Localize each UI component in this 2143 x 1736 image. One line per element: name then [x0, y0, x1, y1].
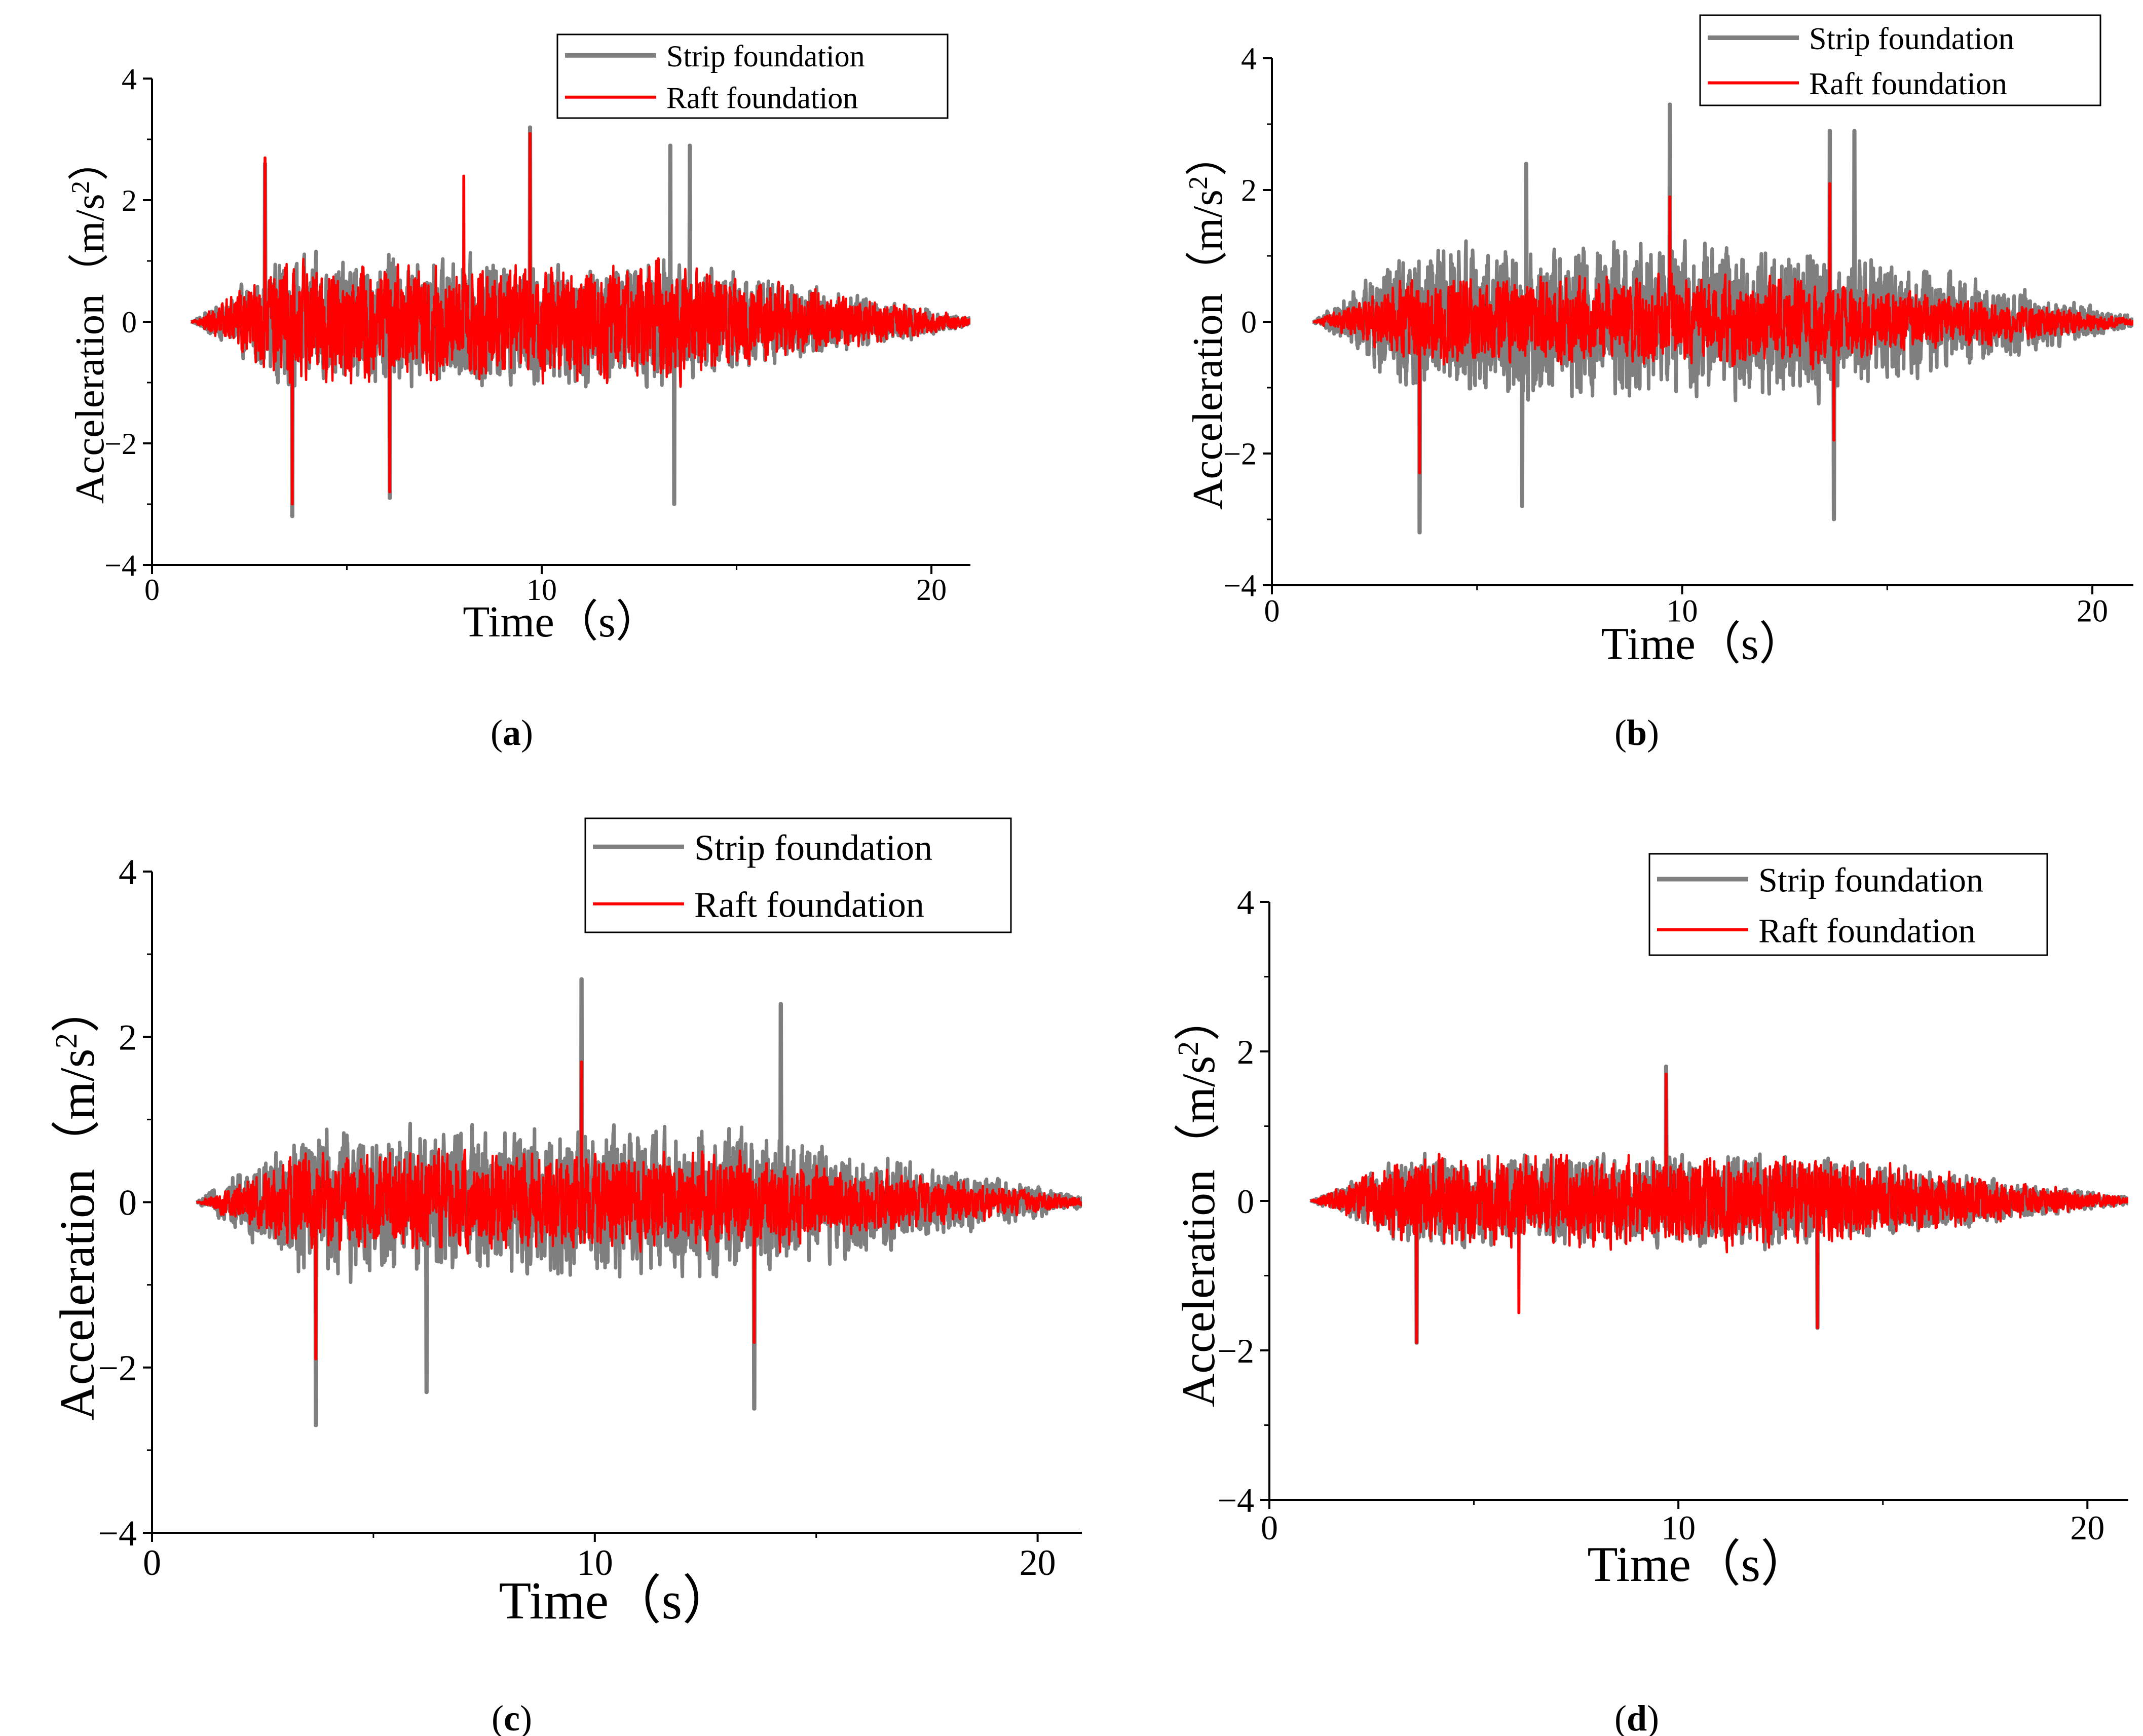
x-tick-label: 20 — [2070, 1508, 2104, 1547]
x-axis-label: Time（s） — [1601, 619, 1804, 669]
x-tick-label: 10 — [527, 573, 557, 607]
y-tick-label: 2 — [1241, 174, 1257, 208]
legend-box — [1699, 14, 2101, 106]
legend: Strip foundation Raft foundation — [1699, 14, 2101, 106]
y-tick-label: 2 — [122, 184, 137, 217]
y-tick-label: 4 — [1241, 42, 1257, 77]
x-axis-label: Time（s） — [499, 1571, 735, 1630]
legend-label-raft: Raft foundation — [666, 81, 858, 115]
y-tick-label: 2 — [1237, 1033, 1254, 1071]
y-tick-label: −4 — [1223, 569, 1257, 603]
y-tick-label: 0 — [1241, 306, 1257, 340]
series-raft-line — [1312, 182, 2133, 475]
legend: Strip foundation Raft foundation — [1648, 853, 2048, 956]
y-tick-label: 4 — [119, 852, 137, 892]
x-tick-label: 10 — [1661, 1508, 1696, 1547]
panel-caption: (d) — [1614, 1698, 1659, 1736]
y-tick-label: 2 — [119, 1017, 137, 1058]
x-tick-label: 0 — [143, 1542, 161, 1583]
chart-panel-b: −4 −2 0 2 4 0 10 20 Time（s） Acceleration（m/s2） Str… — [1184, 14, 2133, 753]
x-tick-label: 0 — [1264, 594, 1280, 628]
legend-label-strip: Strip foundation — [1758, 860, 1983, 899]
legend-label-strip: Strip foundation — [666, 40, 865, 73]
x-tick-label: 10 — [1667, 594, 1698, 628]
y-tick-label: −2 — [104, 427, 137, 461]
panel-caption: (c) — [492, 1698, 532, 1736]
chart-panel-d: −4 −2 0 2 4 0 10 20 Time（s） Acceleration（m/s2） Str… — [1172, 853, 2128, 1736]
y-tick-label: 4 — [122, 62, 137, 96]
y-axis-label: Acceleration（m/s2） — [49, 984, 105, 1421]
x-tick-label: 20 — [1020, 1542, 1056, 1583]
y-tick-label: 0 — [1237, 1182, 1254, 1221]
legend-label-strip: Strip foundation — [694, 827, 932, 868]
y-tick-label: −2 — [1223, 437, 1257, 472]
series-raft-line — [195, 1060, 1082, 1361]
panel-caption: (a) — [491, 712, 533, 753]
legend-box — [556, 33, 949, 119]
chart-panel-a: −4 −2 0 2 4 0 10 20 Time（s） Acceleration（m/s2） Str… — [67, 33, 970, 753]
y-tick-label: 0 — [119, 1183, 137, 1223]
x-tick-label: 0 — [1261, 1508, 1278, 1547]
legend-label-strip: Strip foundation — [1809, 22, 2014, 56]
y-tick-label: −4 — [98, 1513, 137, 1554]
y-tick-label: −4 — [104, 549, 137, 582]
legend-label-raft: Raft foundation — [1809, 67, 2007, 101]
y-axis-label: Acceleration（m/s2） — [1184, 134, 1231, 510]
y-axis-label: Acceleration（m/s2） — [1172, 995, 1225, 1407]
panel-caption: (b) — [1614, 712, 1659, 753]
legend-box — [584, 817, 1012, 933]
y-tick-label: −2 — [98, 1348, 137, 1388]
x-axis-label: Time（s） — [1587, 1537, 1810, 1592]
chart-panel-c: −4 −2 0 2 4 0 10 20 Time（s） Acceleration（m/s2） Str… — [49, 817, 1082, 1736]
legend-label-raft: Raft foundation — [694, 885, 924, 925]
legend: Strip foundation Raft foundation — [556, 33, 949, 119]
x-tick-label: 20 — [2077, 594, 2108, 628]
y-tick-label: 0 — [122, 306, 137, 339]
y-tick-label: −4 — [1218, 1481, 1254, 1520]
legend-label-raft: Raft foundation — [1758, 911, 1976, 950]
legend: Strip foundation Raft foundation — [584, 817, 1012, 933]
series-raft-line — [1309, 1073, 2128, 1344]
y-axis-label: Acceleration（m/s2） — [67, 140, 112, 504]
x-tick-label: 0 — [144, 573, 160, 607]
y-tick-label: 4 — [1237, 883, 1254, 922]
x-tick-label: 20 — [916, 573, 947, 607]
series-raft-line — [190, 132, 970, 506]
legend-box — [1648, 853, 2048, 956]
x-tick-label: 10 — [577, 1542, 613, 1583]
y-tick-label: −2 — [1218, 1332, 1254, 1370]
x-axis-label: Time（s） — [463, 597, 659, 646]
